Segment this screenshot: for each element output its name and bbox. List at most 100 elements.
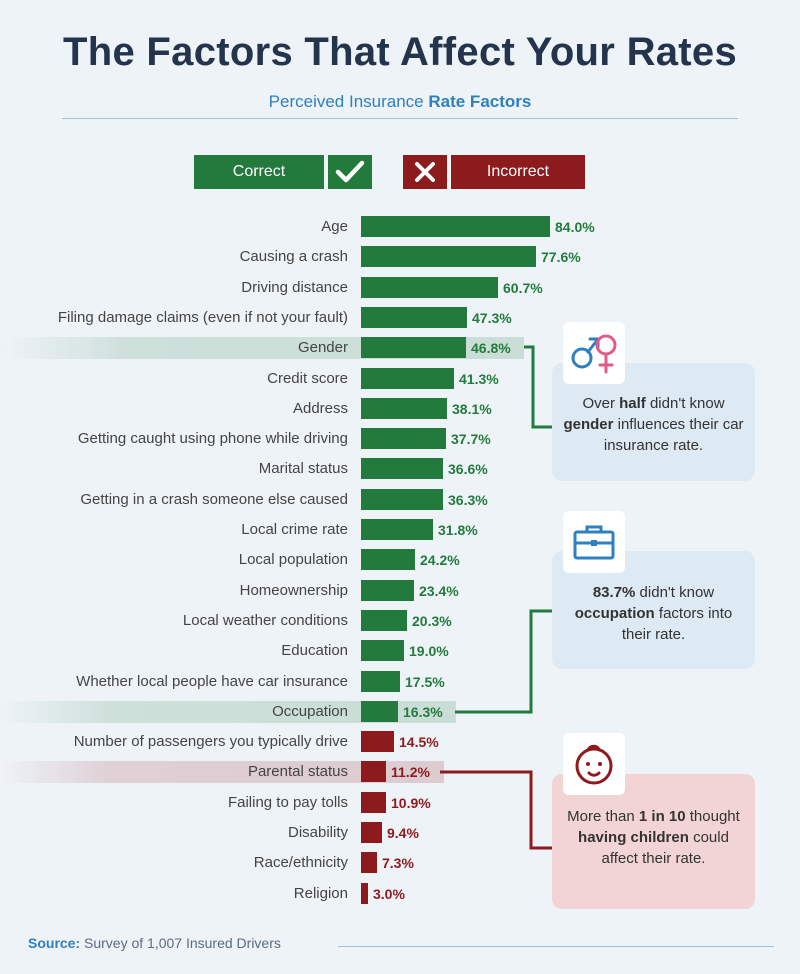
callout-parental-bold2: having children xyxy=(578,829,689,846)
bar-value-number-of-passengers-you-typically-drive: 14.5% xyxy=(399,734,439,751)
legend-incorrect: Incorrect xyxy=(451,155,585,189)
source-label: Source: xyxy=(28,935,81,951)
bar-local-crime-rate xyxy=(361,519,433,540)
page-title: The Factors That Affect Your Rates xyxy=(62,30,738,74)
bar-value-whether-local-people-have-car-insurance: 17.5% xyxy=(405,673,445,690)
bar-label-driving-distance: Driving distance xyxy=(241,278,348,296)
bar-value-marital-status: 36.6% xyxy=(448,461,488,478)
callout-parental: More than 1 in 10 thought having childre… xyxy=(552,774,755,909)
bar-gender xyxy=(361,337,466,359)
bar-value-driving-distance: 60.7% xyxy=(503,279,543,296)
subtitle-plain: Perceived Insurance xyxy=(268,92,429,111)
bar-value-homeownership: 23.4% xyxy=(419,582,459,599)
bar-value-age: 84.0% xyxy=(555,219,595,235)
bar-label-filing-damage-claims-even-if-not-your-fault: Filing damage claims (even if not your f… xyxy=(57,308,348,326)
bar-number-of-passengers-you-typically-drive xyxy=(361,731,394,753)
bar-label-credit-score: Credit score xyxy=(267,369,348,387)
bar-label-disability: Disability xyxy=(287,824,348,841)
callout-gender-bold2: gender xyxy=(563,416,614,433)
bar-occupation xyxy=(361,700,398,722)
bar-value-occupation: 16.3% xyxy=(403,703,443,720)
bar-race-ethnicity xyxy=(361,852,377,874)
bar-label-education: Education xyxy=(281,642,348,660)
bar-value-religion: 3.0% xyxy=(373,885,405,902)
callout-parental-after: could affect their rate. xyxy=(601,829,729,867)
callout-occupation-mid: didn't know xyxy=(635,584,715,601)
bar-failing-to-pay-tolls xyxy=(361,791,386,813)
bar-label-failing-to-pay-tolls: Failing to pay tolls xyxy=(227,793,348,811)
callout-gender-after: influences their car insurance rate. xyxy=(603,416,744,454)
gender-symbols-icon xyxy=(563,322,625,384)
bar-parental-status xyxy=(361,761,386,783)
callout-parental-bold1: 1 in 10 xyxy=(638,808,686,825)
bar-value-local-weather-conditions: 20.3% xyxy=(412,612,452,629)
callout-occupation-bold1: 83.7% xyxy=(592,584,636,601)
parental-connector xyxy=(440,770,552,850)
bar-address xyxy=(361,397,447,419)
bar-education xyxy=(361,640,404,662)
x-icon xyxy=(403,155,447,189)
bar-driving-distance xyxy=(361,276,498,298)
baby-face-icon xyxy=(563,733,625,795)
bar-label-occupation: Occupation xyxy=(272,702,348,720)
bar-value-parental-status: 11.2% xyxy=(391,764,430,781)
bar-religion xyxy=(361,882,368,904)
legend-correct: Correct xyxy=(194,155,324,189)
bar-marital-status xyxy=(361,458,443,480)
bar-value-failing-to-pay-tolls: 10.9% xyxy=(391,794,431,811)
bar-label-age: Age xyxy=(321,218,348,235)
subtitle-bold: Rate Factors xyxy=(428,92,532,111)
bar-label-local-population: Local population xyxy=(238,551,348,569)
bar-local-population xyxy=(361,549,415,571)
bar-label-causing-a-crash: Causing a crash xyxy=(239,248,348,266)
bar-label-gender: Gender xyxy=(297,339,348,357)
occupation-connector xyxy=(455,609,552,714)
bar-value-local-population: 24.2% xyxy=(420,552,460,569)
bar-label-getting-caught-using-phone-while-driving: Getting caught using phone while driving xyxy=(77,430,348,448)
callout-occupation-bold2: occupation xyxy=(574,605,655,622)
bar-value-address: 38.1% xyxy=(452,400,492,417)
bar-value-gender: 46.8% xyxy=(471,340,511,357)
bar-disability xyxy=(361,822,382,843)
bar-label-marital-status: Marital status xyxy=(258,460,348,478)
bar-getting-in-a-crash-someone-else-caused xyxy=(361,488,443,510)
source-text: Survey of 1,007 Insured Drivers xyxy=(80,935,281,951)
chart-subtitle: Perceived Insurance Rate Factors xyxy=(0,92,800,112)
bar-value-filing-damage-claims-even-if-not-your-fault: 47.3% xyxy=(472,309,512,326)
bar-label-number-of-passengers-you-typically-drive: Number of passengers you typically drive xyxy=(73,733,348,751)
gender-connector xyxy=(524,345,552,429)
bar-label-address: Address xyxy=(292,399,348,417)
bar-label-parental-status: Parental status xyxy=(247,763,348,781)
briefcase-icon xyxy=(563,511,625,573)
bar-value-getting-caught-using-phone-while-driving: 37.7% xyxy=(451,431,491,448)
callout-gender-before: Over xyxy=(582,395,620,412)
title-divider xyxy=(62,118,738,119)
callout-gender-mid: didn't know xyxy=(645,395,725,412)
bar-label-race-ethnicity: Race/ethnicity xyxy=(253,854,348,872)
bar-causing-a-crash xyxy=(361,246,536,268)
callout-gender-bold1: half xyxy=(619,395,646,412)
bar-local-weather-conditions xyxy=(361,609,407,631)
bar-age xyxy=(361,216,550,237)
bar-value-education: 19.0% xyxy=(409,643,449,660)
bar-filing-damage-claims-even-if-not-your-fault xyxy=(361,306,467,328)
bar-label-homeownership: Homeownership xyxy=(239,581,348,599)
bar-label-religion: Religion xyxy=(293,884,348,902)
callout-parental-mid: thought xyxy=(685,808,740,825)
callout-parental-before: More than xyxy=(567,808,639,825)
bar-value-local-crime-rate: 31.8% xyxy=(438,522,478,538)
source-divider xyxy=(338,946,774,947)
bar-label-local-crime-rate: Local crime rate xyxy=(241,521,348,538)
bar-homeownership xyxy=(361,579,414,601)
bar-value-disability: 9.4% xyxy=(387,825,419,841)
bar-label-local-weather-conditions: Local weather conditions xyxy=(182,611,348,629)
bar-value-getting-in-a-crash-someone-else-caused: 36.3% xyxy=(448,491,488,508)
bar-label-whether-local-people-have-car-insurance: Whether local people have car insurance xyxy=(76,672,348,690)
highlight-occupation xyxy=(0,700,456,723)
highlight-parental-status xyxy=(0,761,444,784)
bar-value-causing-a-crash: 77.6% xyxy=(541,249,581,266)
bar-credit-score xyxy=(361,367,454,389)
callout-occupation-after: factors into their rate. xyxy=(621,605,733,643)
callout-occupation: 83.7% didn't know occupation factors int… xyxy=(552,551,755,669)
check-icon xyxy=(328,155,372,189)
